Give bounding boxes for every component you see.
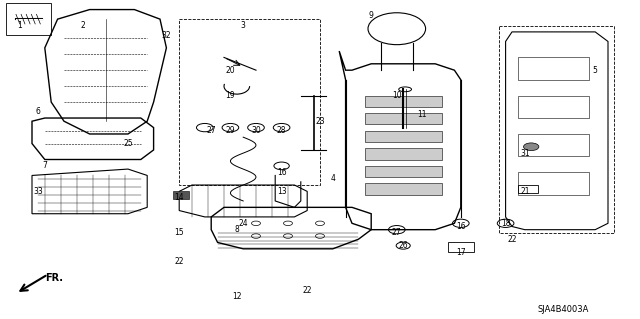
Text: 16: 16 (276, 168, 287, 177)
Text: 20: 20 (225, 66, 236, 75)
Text: 28: 28 (277, 126, 286, 135)
Bar (365, 183, 442, 195)
Bar (365, 148, 442, 160)
Text: 33: 33 (33, 187, 44, 196)
Circle shape (524, 143, 539, 151)
Bar (518, 185, 538, 193)
Text: 13: 13 (276, 187, 287, 196)
Text: 7: 7 (42, 161, 47, 170)
Text: 9: 9 (369, 11, 374, 20)
Text: 32: 32 (161, 31, 172, 40)
Text: 11: 11 (418, 110, 427, 119)
Text: 5: 5 (593, 66, 598, 75)
Text: SJA4B4003A: SJA4B4003A (538, 305, 589, 314)
Text: 12: 12 (232, 292, 241, 301)
Text: 25: 25 (123, 139, 133, 148)
Bar (518, 134, 589, 156)
Text: 31: 31 (520, 149, 530, 158)
Bar (365, 96, 442, 107)
Bar (518, 96, 589, 118)
Text: 17: 17 (456, 248, 466, 256)
Text: 29: 29 (225, 126, 236, 135)
Text: 21: 21 (520, 187, 529, 196)
Text: 1: 1 (17, 21, 22, 30)
Bar (518, 172, 589, 195)
Text: 15: 15 (174, 228, 184, 237)
Text: 3: 3 (241, 21, 246, 30)
Bar (499, 26, 614, 233)
Bar (448, 242, 474, 252)
Text: 18: 18 (501, 219, 510, 228)
Text: 2: 2 (81, 21, 86, 30)
Text: 8: 8 (234, 225, 239, 234)
Text: 19: 19 (225, 91, 236, 100)
Bar (365, 166, 442, 177)
Text: 16: 16 (456, 222, 466, 231)
Text: 30: 30 (251, 126, 261, 135)
Text: 26: 26 (398, 241, 408, 250)
Text: 4: 4 (330, 174, 335, 183)
Text: 10: 10 (392, 91, 402, 100)
Bar (6, 3, 51, 35)
Text: 22: 22 (508, 235, 516, 244)
Text: 27: 27 (392, 228, 402, 237)
Bar (173, 191, 189, 199)
Bar (518, 57, 589, 80)
Bar (365, 113, 442, 124)
Text: 27: 27 (206, 126, 216, 135)
Text: 23: 23 (315, 117, 325, 126)
Text: 22: 22 (303, 286, 312, 295)
Text: 22: 22 (175, 257, 184, 266)
Text: 24: 24 (238, 219, 248, 228)
Text: 14: 14 (174, 193, 184, 202)
Text: 6: 6 (36, 107, 41, 116)
Text: FR.: FR. (45, 272, 63, 283)
Bar (179, 19, 320, 185)
Bar (365, 131, 442, 142)
